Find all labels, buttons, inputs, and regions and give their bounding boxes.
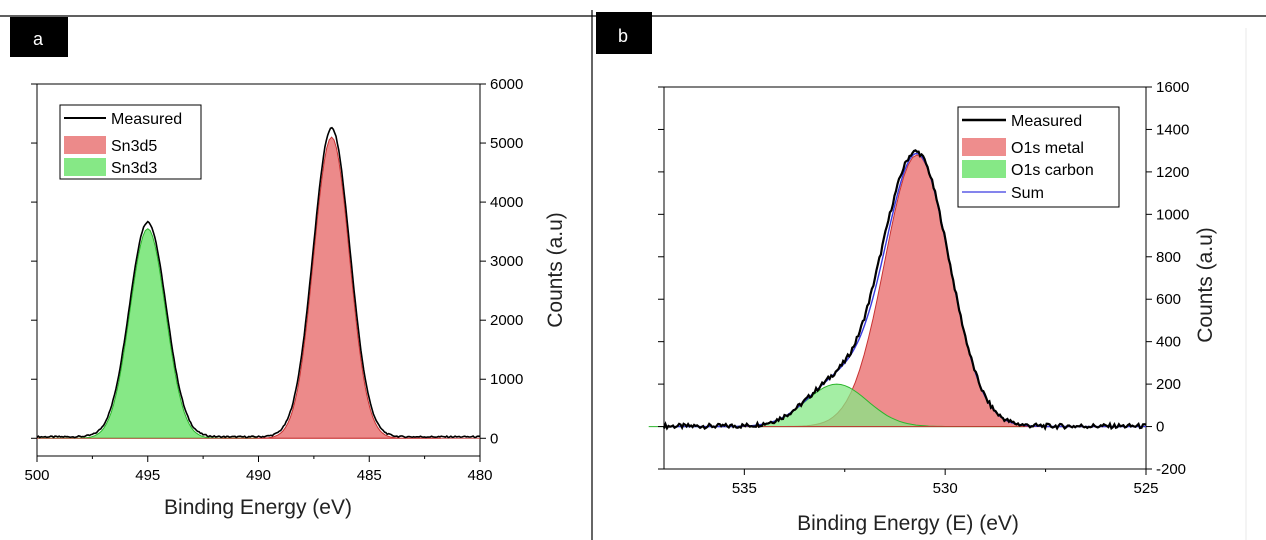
y-tick-label: 6000 [490, 76, 523, 93]
peak-area-sn3d5 [222, 136, 441, 439]
legend-label-measured: Measured [111, 111, 182, 128]
y-axis-label: Counts (a.u) [1194, 227, 1217, 343]
legend-label-sum: Sum [1011, 185, 1044, 202]
y-tick-label: 2000 [490, 312, 523, 329]
x-tick-label: 490 [246, 467, 271, 484]
legend: Measured Sn3d5 Sn3d3 [59, 104, 202, 180]
series-measured [662, 149, 1147, 431]
x-tick-label: 525 [1133, 480, 1158, 497]
y-tick-label: 1200 [1156, 164, 1189, 181]
series-measured [36, 126, 481, 439]
legend-swatch-o1s-metal [962, 138, 1006, 156]
legend-swatch-sn3d3 [64, 158, 106, 176]
y-tick-label: 1000 [1156, 206, 1189, 223]
x-tick-label: 535 [732, 480, 757, 497]
legend-swatch-sn3d5 [64, 136, 106, 154]
legend-label-o1s-metal: O1s metal [1011, 140, 1084, 157]
y-tick-label: 4000 [490, 194, 523, 211]
panel-label-box [596, 12, 652, 54]
legend-swatch-o1s-carbon [962, 160, 1006, 178]
y-tick-label: 0 [490, 430, 498, 447]
panel-b: b 535 530 525 -200 0 200 400 600 800 1000 1200 1400… [596, 12, 1217, 535]
x-tick-label: 530 [933, 480, 958, 497]
y-tick-label: 1600 [1156, 79, 1189, 96]
x-tick-label: 495 [135, 467, 160, 484]
x-tick-label: 485 [357, 467, 382, 484]
legend-label-sn3d3: Sn3d3 [111, 160, 157, 177]
y-tick-label: 0 [1156, 419, 1164, 436]
legend: Measured O1s metal O1s carbon Sum [957, 106, 1120, 208]
x-axis-label: Binding Energy (eV) [164, 496, 352, 519]
y-tick-label: 800 [1156, 249, 1181, 266]
panel-label-box [10, 17, 68, 57]
panel-a: a 500 495 490 485 480 0 1000 2000 3000 4000 5000 60… [10, 17, 567, 519]
y-tick-label: 5000 [490, 135, 523, 152]
x-tick-label: 500 [24, 467, 49, 484]
x-tick-label: 480 [467, 467, 492, 484]
panel-label: a [33, 29, 44, 49]
panel-label: b [618, 26, 628, 46]
legend-label-sn3d5: Sn3d5 [111, 138, 157, 155]
x-axis-label: Binding Energy (E) (eV) [797, 512, 1019, 535]
y-tick-label: 1400 [1156, 121, 1189, 138]
y-tick-label: 1000 [490, 371, 523, 388]
y-tick-label: 400 [1156, 334, 1181, 351]
legend-label-measured: Measured [1011, 113, 1082, 130]
peak-area-sn3d3 [38, 228, 258, 439]
y-tick-label: 600 [1156, 291, 1181, 308]
y-axis-label: Counts (a.u) [544, 212, 567, 328]
legend-box [957, 106, 1120, 208]
y-tick-label: 200 [1156, 376, 1181, 393]
legend-label-o1s-carbon: O1s carbon [1011, 162, 1094, 179]
y-tick-label: 3000 [490, 253, 523, 270]
y-tick-label: -200 [1156, 461, 1186, 478]
plot-frame [663, 86, 1147, 470]
